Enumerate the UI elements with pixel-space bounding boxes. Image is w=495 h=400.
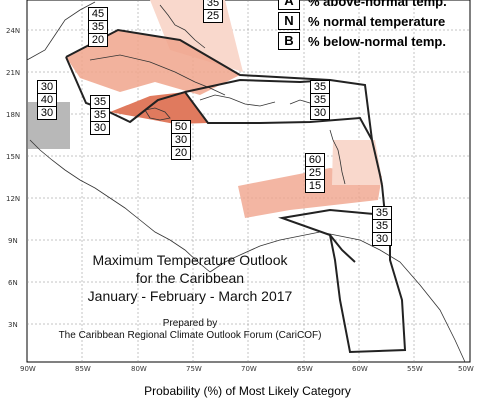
prob-below: 30 [313, 107, 327, 119]
lon-tick: 80W [131, 365, 147, 373]
lat-tick: 9N [8, 237, 18, 245]
lon-tick: 85W [75, 365, 91, 373]
probability-box-jamaica: 50 30 20 [171, 120, 191, 160]
prob-normal: 25 [306, 167, 324, 180]
lon-tick: 70W [241, 365, 257, 373]
prepared-by-label: Prepared by [162, 318, 218, 329]
prob-above: 35 [311, 81, 329, 94]
coastlines [26, 1, 466, 363]
lon-tick: 55W [407, 365, 423, 373]
legend-key-normal: N [278, 12, 300, 30]
probability-box-lesser-antilles: 60 25 15 [305, 153, 325, 193]
prob-above: 35 [204, 0, 222, 10]
legend-text-above: % above-normal temp. [308, 0, 447, 9]
prob-below: 30 [375, 233, 389, 245]
probability-box-greater-antilles-east: 35 35 30 [310, 80, 330, 120]
probability-box-cuba: 45 35 20 [88, 7, 108, 47]
probability-box-mexico-yucatan: 30 40 30 [37, 80, 57, 120]
legend-key-below: B [278, 32, 300, 50]
prob-below: 15 [308, 180, 322, 192]
lat-tick: 21N [6, 69, 20, 77]
probability-box-guianas: 35 35 30 [372, 206, 392, 246]
jamaica-zone [110, 92, 208, 124]
prob-normal: 35 [311, 94, 329, 107]
prob-above: 60 [306, 154, 324, 167]
prob-above: 35 [373, 207, 391, 220]
probability-box-central-america-north: 35 35 30 [90, 95, 110, 135]
prob-normal: 25 [206, 10, 220, 22]
prob-below: 20 [174, 147, 188, 159]
lat-tick: 24N [6, 27, 20, 35]
probability-box-bahamas: 35 25 [203, 0, 223, 23]
lon-tick: 60W [352, 365, 368, 373]
prob-above: 50 [172, 121, 190, 134]
legend-row-below: B % below-normal temp. [278, 32, 446, 50]
lat-tick: 18N [6, 111, 20, 119]
lon-tick: 90W [20, 365, 36, 373]
legend-row-normal: N % normal temperature [278, 12, 445, 30]
prob-normal: 35 [373, 220, 391, 233]
prob-above: 30 [38, 81, 56, 94]
lon-tick: 50W [458, 365, 474, 373]
prob-normal: 35 [89, 21, 107, 34]
prob-below: 30 [93, 122, 107, 134]
prob-below: 30 [40, 107, 54, 119]
lat-tick: 15N [6, 153, 20, 161]
map-title-line2: for the Caribbean [135, 270, 245, 286]
map-title-line1: Maximum Temperature Outlook [92, 252, 288, 268]
lat-tick: 12N [6, 195, 20, 203]
axis-ticks: 24N 21N 18N 15N 12N 9N 6N 3N 90W 85W 80W… [6, 27, 474, 373]
prob-normal: 40 [38, 94, 56, 107]
prob-normal: 30 [172, 134, 190, 147]
legend-key-above: A [278, 0, 300, 10]
lon-tick: 75W [186, 365, 202, 373]
lon-tick: 65W [297, 365, 313, 373]
lat-tick: 6N [8, 279, 18, 287]
legend-row-above: A % above-normal temp. [278, 0, 447, 10]
prob-above: 35 [91, 96, 109, 109]
figure-footer: Probability (%) of Most Likely Category [144, 384, 351, 398]
legend-text-normal: % normal temperature [308, 13, 446, 29]
prob-below: 20 [91, 34, 105, 46]
legend-text-below: % below-normal temp. [308, 33, 446, 49]
lesser-antilles-light-zone [332, 140, 383, 185]
prob-above: 45 [89, 8, 107, 21]
map-title-line3: January - February - March 2017 [87, 288, 293, 304]
organization-label: The Caribbean Regional Climate Outlook F… [58, 330, 322, 341]
lat-tick: 3N [8, 321, 18, 329]
prob-normal: 35 [91, 109, 109, 122]
cuba-zone [66, 30, 240, 95]
